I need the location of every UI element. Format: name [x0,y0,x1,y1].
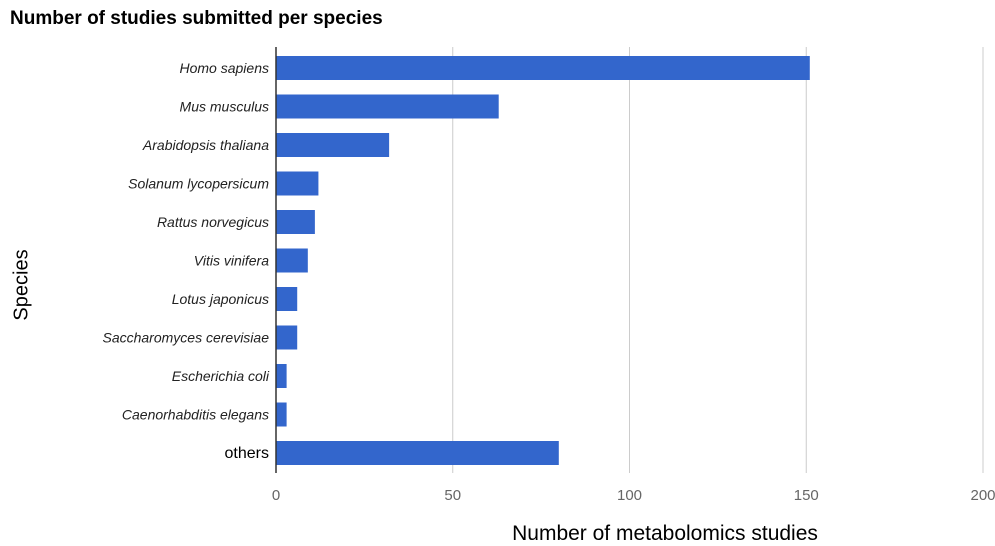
bar [276,287,298,311]
category-label: Escherichia coli [172,368,270,384]
category-labels: Homo sapiens Mus musculus Arabidopsis thal… [102,60,269,462]
bar [276,133,390,157]
x-tick-label: 150 [794,487,819,504]
x-axis-label: Number of metabolomics studies [512,522,818,545]
bars [276,56,810,465]
gridlines [452,47,984,473]
category-label: Caenorhabditis elegans [122,407,269,423]
bar [276,94,499,119]
x-tick-labels: 0 50 100 150 200 [272,487,995,504]
category-label: Solanum lycopersicum [128,176,269,192]
x-tick-label: 100 [617,487,642,504]
category-label: Arabidopsis thaliana [142,137,269,153]
bar [276,325,298,350]
bar [276,402,287,427]
x-tick-label: 50 [444,487,461,504]
category-label: Rattus norvegicus [157,214,269,230]
category-label: others [225,445,269,462]
category-label: Vitis vinifera [194,253,269,269]
category-label: Homo sapiens [180,60,270,76]
bar [276,364,287,388]
category-label: Mus musculus [180,99,269,115]
bar [276,248,308,273]
x-tick-label: 0 [272,487,280,504]
bar [276,56,810,80]
category-label: Lotus japonicus [172,291,269,307]
category-label: Saccharomyces cerevisiae [102,330,269,346]
x-tick-label: 200 [970,487,995,504]
bar [276,171,319,196]
bar [276,210,315,234]
bar [276,441,559,465]
chart-title: Number of studies submitted per species [10,8,383,29]
